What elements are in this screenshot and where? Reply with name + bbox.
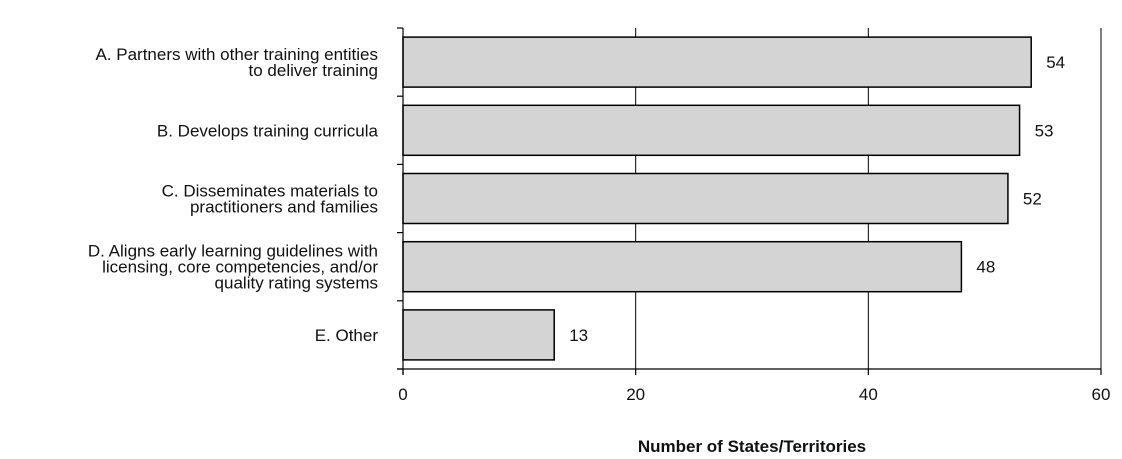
label-layer: 0 20 40 60 54 A. Partners with other training… [88, 45, 1111, 404]
bar-b [402, 104, 1021, 157]
value-label-a: 54 [1046, 53, 1065, 72]
bar-d [402, 240, 963, 293]
value-label-e: 13 [569, 326, 588, 345]
bar-e [402, 309, 555, 361]
bar-a [402, 36, 1032, 88]
x-tick-label-0: 0 [398, 385, 407, 404]
x-tick-label-20: 20 [626, 385, 645, 404]
category-label-e: E. Other [315, 326, 379, 345]
x-tick-label-40: 40 [859, 385, 878, 404]
category-label-c: C. Disseminates materials to practitioner… [162, 182, 378, 217]
category-label-d: D. Aligns early learning guidelines with… [88, 242, 378, 293]
bar-layer [402, 36, 1032, 361]
value-label-b: 53 [1035, 121, 1054, 140]
bar-c [402, 172, 1009, 225]
category-label-a: A. Partners with other training entities… [95, 45, 378, 80]
value-label-c: 52 [1023, 190, 1042, 209]
value-label-d: 48 [976, 258, 995, 277]
x-tick-label-60: 60 [1092, 385, 1111, 404]
x-axis-title: Number of States/Territories [638, 437, 866, 456]
axis-layer [397, 27, 1102, 375]
category-label-b: B. Develops training curricula [157, 121, 379, 140]
